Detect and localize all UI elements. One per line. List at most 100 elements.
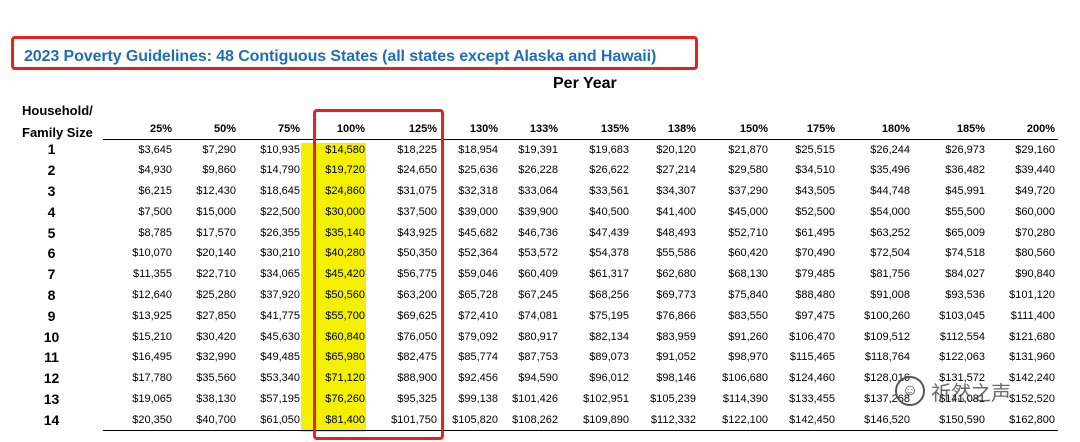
amount-cell: $37,290 — [728, 184, 768, 197]
amount-cell: $9,860 — [202, 164, 236, 177]
amount-cell: $60,000 — [1015, 205, 1055, 218]
amount-cell: $141,081 — [939, 392, 985, 405]
amount-cell: $52,364 — [458, 247, 498, 260]
amount-cell: $19,720 — [325, 164, 365, 177]
table-row: 1 $3,645 $7,290 $10,935 $14,580 $18,225 $18,95… — [0, 139, 1058, 160]
amount-cell: $26,228 — [518, 164, 558, 177]
amount-cell: $35,140 — [325, 226, 365, 239]
amount-cell: $40,280 — [325, 247, 365, 260]
amount-cell: $37,920 — [260, 288, 300, 301]
amount-cell: $37,500 — [397, 205, 437, 218]
table-row: 5 $8,785 $17,570 $26,355 $35,140 $43,925 $45,6… — [0, 222, 1058, 243]
amount-cell: $54,378 — [589, 247, 629, 260]
amount-cell: $63,252 — [870, 226, 910, 239]
amount-cell: $45,420 — [325, 268, 365, 281]
amount-cell: $10,070 — [132, 247, 172, 260]
amount-cell: $108,262 — [501, 409, 561, 431]
amount-cell: $72,410 — [458, 309, 498, 322]
amount-cell: $68,256 — [589, 288, 629, 301]
table-row: 11 $16,495 $32,990 $49,485 $65,980 $82,475 $85… — [0, 347, 1058, 368]
amount-cell: $91,052 — [656, 351, 696, 364]
amount-cell: $88,900 — [397, 372, 437, 385]
amount-cell: $17,780 — [132, 372, 172, 385]
amount-cell: $100,260 — [864, 309, 910, 322]
amount-cell: $56,775 — [397, 268, 437, 281]
family-size-cell: 1 — [47, 141, 56, 158]
amount-cell: $26,244 — [870, 143, 910, 156]
amount-cell: $30,420 — [196, 330, 236, 343]
amount-cell: $49,720 — [1015, 184, 1055, 197]
amount-cell: $17,570 — [196, 226, 236, 239]
wechat-icon: ☺ — [895, 376, 925, 406]
table-row: 7 $11,355 $22,710 $34,065 $45,420 $56,775 $59,… — [0, 264, 1058, 285]
table-row: 8 $12,640 $25,280 $37,920 $50,560 $63,200 $65,… — [0, 285, 1058, 306]
amount-cell: $133,455 — [789, 392, 835, 405]
amount-cell: $48,493 — [656, 226, 696, 239]
amount-cell: $76,260 — [325, 392, 365, 405]
amount-cell: $96,012 — [589, 372, 629, 385]
amount-cell: $29,580 — [728, 164, 768, 177]
amount-cell: $31,075 — [397, 184, 437, 197]
amount-cell: $79,485 — [795, 268, 835, 281]
amount-cell: $32,318 — [458, 184, 498, 197]
table-row: 13 $19,065 $38,130 $57,195 $76,260 $95,325 $99… — [0, 389, 1058, 410]
amount-cell: $40,700 — [175, 409, 239, 431]
family-size-cell: 3 — [47, 182, 56, 199]
amount-cell: $82,134 — [589, 330, 629, 343]
table-row: 6 $10,070 $20,140 $30,210 $40,280 $50,350 $52,… — [0, 243, 1058, 264]
poverty-guidelines-table: 25% 50% 75% 100% 125% 130% 133% 135% 138% 150% 175… — [0, 120, 1058, 431]
amount-cell: $57,195 — [260, 392, 300, 405]
amount-cell: $70,490 — [795, 247, 835, 260]
amount-cell: $83,959 — [656, 330, 696, 343]
amount-cell: $21,870 — [728, 143, 768, 156]
amount-cell: $63,200 — [397, 288, 437, 301]
amount-cell: $22,710 — [196, 268, 236, 281]
amount-cell: $20,140 — [196, 247, 236, 260]
family-size-cell: 14 — [43, 411, 60, 428]
amount-cell: $18,954 — [458, 143, 498, 156]
amount-cell: $6,215 — [138, 184, 172, 197]
amount-cell: $95,325 — [397, 392, 437, 405]
amount-cell: $87,753 — [518, 351, 558, 364]
amount-cell: $35,560 — [196, 372, 236, 385]
amount-cell: $74,518 — [945, 247, 985, 260]
amount-cell: $152,520 — [1009, 392, 1055, 405]
household-label-line1: Household/ — [22, 103, 93, 118]
amount-cell: $60,420 — [728, 247, 768, 260]
amount-cell: $131,960 — [1009, 351, 1055, 364]
amount-cell: $81,756 — [870, 268, 910, 281]
amount-cell: $19,683 — [589, 143, 629, 156]
amount-cell: $150,590 — [913, 409, 988, 431]
amount-cell: $72,504 — [870, 247, 910, 260]
amount-cell: $35,496 — [870, 164, 910, 177]
amount-cell: $14,580 — [325, 143, 365, 156]
amount-cell: $16,495 — [132, 351, 172, 364]
amount-cell: $70,280 — [1015, 226, 1055, 239]
column-header: 50% — [175, 120, 239, 140]
amount-cell: $98,146 — [656, 372, 696, 385]
amount-cell: $22,500 — [260, 205, 300, 218]
table-row: 12 $17,780 $35,560 $53,340 $71,120 $88,900 $92… — [0, 368, 1058, 389]
amount-cell: $67,245 — [518, 288, 558, 301]
amount-cell: $84,027 — [945, 268, 985, 281]
amount-cell: $25,515 — [795, 143, 835, 156]
amount-cell: $7,290 — [202, 143, 236, 156]
amount-cell: $45,000 — [728, 205, 768, 218]
amount-cell: $33,561 — [589, 184, 629, 197]
amount-cell: $32,990 — [196, 351, 236, 364]
family-size-cell: 2 — [47, 162, 56, 179]
amount-cell: $89,073 — [589, 351, 629, 364]
column-header: 100% — [303, 120, 368, 140]
amount-cell: $142,240 — [1009, 372, 1055, 385]
table-row: 14 $20,350 $40,700 $61,050 $81,400 $101,750 $1… — [0, 409, 1058, 431]
column-header: 130% — [440, 120, 501, 140]
amount-cell: $8,785 — [138, 226, 172, 239]
family-size-cell: 9 — [47, 307, 56, 324]
amount-cell: $30,000 — [325, 205, 365, 218]
amount-cell: $79,092 — [458, 330, 498, 343]
amount-cell: $53,340 — [260, 372, 300, 385]
amount-cell: $44,748 — [870, 184, 910, 197]
amount-cell: $55,500 — [945, 205, 985, 218]
watermark-text: 祈然之声 — [931, 380, 1011, 405]
amount-cell: $7,500 — [138, 205, 172, 218]
